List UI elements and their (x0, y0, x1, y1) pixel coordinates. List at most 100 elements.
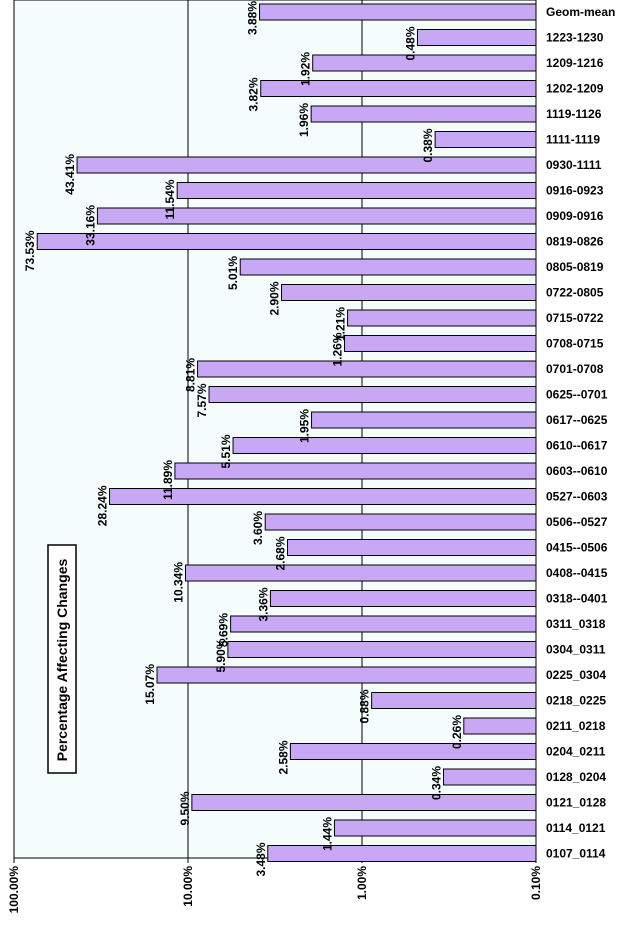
bar (260, 80, 537, 97)
category-label: 0610--0617 (546, 439, 608, 453)
bar (184, 564, 537, 582)
bar (311, 411, 537, 429)
data-label: 0.88% (358, 689, 372, 723)
category-label: 0304_0311 (546, 643, 606, 657)
category-label: 0107_0114 (546, 847, 606, 861)
bar (267, 845, 537, 862)
data-label: 3.36% (256, 587, 270, 621)
data-label: 7.57% (195, 383, 209, 417)
data-label: 9.50% (178, 791, 192, 825)
data-label: 1.21% (334, 307, 348, 341)
bar (208, 386, 537, 403)
category-label: 0218_0225 (546, 694, 606, 708)
bar (232, 437, 537, 454)
bar (434, 131, 537, 148)
category-label: 0211_0218 (546, 719, 606, 733)
category-label: 1119-1126 (546, 107, 602, 121)
bar (76, 156, 537, 174)
category-label: 0701-0708 (546, 362, 604, 376)
bar (312, 54, 537, 72)
category-label: 0114_0121 (546, 821, 606, 835)
category-label: 0128_0204 (546, 770, 606, 784)
data-label: 0.38% (421, 128, 435, 162)
data-label: 5.51% (219, 434, 233, 468)
bar (227, 641, 537, 658)
category-label: 0318--0401 (546, 592, 608, 606)
x-tick-label: 1.00% (355, 866, 369, 900)
category-label: 0617--0625 (546, 413, 608, 427)
data-label: 73.53% (23, 230, 37, 271)
category-label: 1111-1119 (546, 133, 600, 147)
data-label: 0.48% (403, 26, 417, 60)
bar (310, 105, 537, 123)
category-label: 0527--0603 (546, 490, 608, 504)
category-label: 1209-1216 (546, 56, 604, 70)
bar (191, 794, 537, 811)
category-label: 0819-0826 (546, 235, 604, 249)
category-label: 0708-0715 (546, 337, 604, 351)
data-label: 1.92% (299, 52, 313, 86)
category-label: 1223-1230 (546, 31, 604, 45)
category-label: 0408--0415 (546, 566, 608, 580)
data-label: 1.26% (331, 332, 345, 366)
data-label: 0.26% (450, 715, 464, 749)
x-tick-label: 100.00% (7, 866, 21, 914)
category-label: 0930-1111 (546, 158, 602, 172)
category-label: 0603--0610 (546, 464, 608, 478)
data-label: 3.88% (246, 1, 260, 35)
category-label: 0625--0701 (546, 388, 608, 402)
category-label: Geom-mean (546, 5, 615, 19)
data-label: 5.90% (214, 638, 228, 672)
data-label: 11.54% (163, 179, 177, 219)
data-label: 43.41% (63, 154, 77, 195)
data-label: 5.01% (226, 256, 240, 290)
bar (96, 207, 537, 225)
x-axis-ticks: 100.00% 10.00% 1.00% 0.10% (7, 866, 543, 914)
data-label: 3.82% (247, 77, 261, 111)
category-label: 0715-0722 (546, 311, 604, 325)
bar (230, 615, 537, 633)
data-label: 1.44% (320, 817, 334, 851)
category-label: 0121_0128 (546, 796, 606, 810)
data-label: 2.68% (274, 536, 288, 570)
chart-title-box (47, 544, 77, 774)
data-label: 1.96% (297, 103, 311, 137)
x-tick-label: 0.10% (529, 866, 543, 900)
category-label: 0204_0211 (546, 745, 606, 759)
bars (36, 3, 537, 862)
bar (463, 717, 537, 735)
bar (269, 590, 537, 607)
category-label: 0805-0819 (546, 260, 604, 274)
category-label: 0311_0318 (546, 617, 606, 631)
bar (239, 258, 537, 276)
data-label: 10.34% (171, 562, 185, 603)
data-label: 8.81% (184, 358, 198, 392)
data-label: 3.48% (254, 842, 268, 876)
bar (174, 462, 537, 480)
bar (109, 488, 537, 505)
bar (281, 284, 537, 301)
bar (443, 768, 537, 786)
category-labels: Geom-mean 1223-1230 1209-1216 1202-1209 1119… (546, 5, 615, 861)
data-labels: 3.88% 0.48% 1.92% 3.82% 1.96% 0.38% 43.41% 11.5… (23, 1, 464, 877)
bar (197, 360, 537, 378)
data-label: 33.16% (83, 205, 97, 246)
bar (259, 3, 537, 21)
data-label: 28.24% (96, 485, 110, 526)
category-label: 0722-0805 (546, 286, 604, 300)
category-label: 0909-0916 (546, 209, 604, 223)
data-label: 1.95% (298, 409, 312, 443)
data-label: 3.60% (251, 511, 265, 545)
data-label: 2.58% (276, 740, 290, 774)
bar (36, 233, 537, 250)
category-label: 0415--0506 (546, 541, 608, 555)
x-tick-label: 10.00% (181, 866, 195, 907)
category-label: 0916-0923 (546, 184, 604, 198)
category-label: 0225_0304 (546, 668, 606, 682)
data-label: 0.34% (430, 766, 444, 800)
chart-title-group: Percentage Affecting Changes (47, 544, 77, 774)
bar (347, 309, 537, 327)
category-label: 1202-1209 (546, 82, 604, 96)
bar (416, 29, 537, 46)
